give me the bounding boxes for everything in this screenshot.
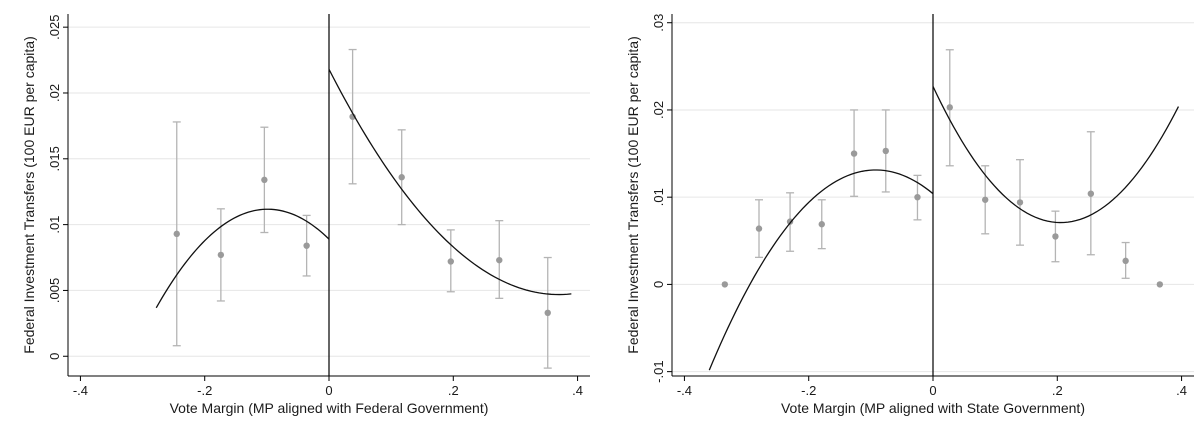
y-axis-label-right: Federal Investment Transfers (100 EUR pe…	[625, 36, 641, 353]
data-point	[261, 176, 268, 184]
chart-panel-left: 0 .005 .01 .015 .02 .025 -.4 -.2 0 .2 .4 Vote Marg…	[21, 14, 590, 416]
data-point	[303, 242, 310, 249]
data-point	[173, 230, 180, 238]
x-tick-label: -.2	[801, 383, 816, 398]
x-tick-label: 0	[325, 383, 332, 398]
fit-curve-left	[708, 169, 934, 371]
y-tick-label: .005	[47, 278, 62, 303]
data-point	[217, 251, 225, 259]
data-point	[850, 150, 858, 157]
y-axis-label-left: Federal Investment Transfers (100 EUR pe…	[21, 36, 37, 353]
data-point	[721, 281, 729, 288]
fit-curve-right	[328, 68, 572, 296]
x-tick-label: .2	[1052, 383, 1063, 398]
x-tick-label: 0	[929, 383, 936, 398]
data-point	[1016, 199, 1024, 206]
y-tick-label: .02	[47, 84, 62, 102]
data-point	[1052, 233, 1059, 240]
x-tick-label: -.4	[677, 383, 692, 398]
data-point	[946, 104, 953, 111]
y-tick-label: .01	[47, 216, 62, 234]
x-axis-label-left: Vote Margin (MP aligned with Federal Gov…	[170, 400, 489, 416]
chart-right-svg: -.01 0 .01 .02 .03 -.4 -.2 0 .2 .4 Vote Margin (M…	[625, 14, 1194, 416]
fit-curve-left	[155, 208, 330, 309]
y-tick-label: -.01	[651, 360, 666, 382]
y-tick-label: .025	[47, 15, 62, 40]
data-point	[786, 218, 794, 225]
x-tick-label: .4	[1176, 383, 1187, 398]
data-point	[1122, 257, 1129, 265]
data-point	[1087, 190, 1095, 197]
y-tick-label: .03	[651, 14, 666, 32]
data-point	[882, 147, 889, 155]
marks-right	[708, 14, 1180, 376]
y-tick-label: 0	[47, 353, 62, 360]
x-tick-label: .2	[448, 383, 459, 398]
fit-curve-right	[932, 86, 1180, 224]
axes-left: 0 .005 .01 .015 .02 .025 -.4 -.2 0 .2 .4	[47, 14, 590, 398]
data-point	[914, 193, 921, 201]
y-tick-label: .02	[651, 101, 666, 119]
x-axis-label-right: Vote Margin (MP aligned with State Gover…	[781, 400, 1085, 416]
y-tick-label: 0	[651, 281, 666, 288]
marks-left	[155, 14, 572, 376]
data-point	[982, 196, 989, 203]
chart-panel-right: -.01 0 .01 .02 .03 -.4 -.2 0 .2 .4 Vote Margin (M…	[602, 0, 1204, 434]
data-point	[544, 309, 551, 317]
chart-left-svg: 0 .005 .01 .015 .02 .025 -.4 -.2 0 .2 .4 Vote Marg…	[21, 14, 590, 416]
axes-right: -.01 0 .01 .02 .03 -.4 -.2 0 .2 .4	[651, 14, 1194, 398]
y-tick-label: .015	[47, 146, 62, 171]
x-tick-label: -.4	[73, 383, 88, 398]
data-point	[398, 174, 405, 181]
data-point	[447, 258, 454, 265]
y-tick-label: .01	[651, 188, 666, 206]
data-point	[1156, 281, 1164, 288]
x-tick-label: .4	[572, 383, 583, 398]
data-point	[755, 225, 763, 232]
data-point	[496, 256, 503, 264]
x-tick-label: -.2	[197, 383, 212, 398]
data-point	[818, 221, 825, 228]
